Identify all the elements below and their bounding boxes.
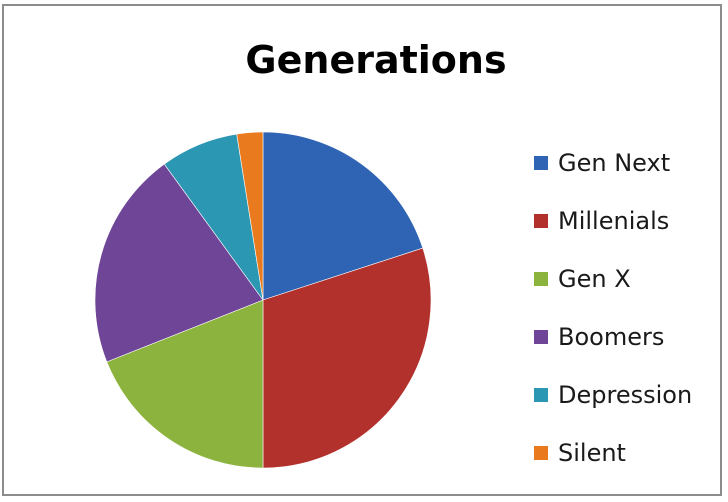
legend-item-silent: Silent [534, 424, 692, 482]
pie-slice-silent [236, 131, 264, 301]
legend-swatch [534, 330, 548, 344]
legend-swatch [534, 272, 548, 286]
legend-swatch [534, 156, 548, 170]
legend-label: Millenials [558, 207, 670, 235]
pie-slice-gen-next [262, 131, 424, 301]
legend-item-depression: Depression [534, 366, 692, 424]
chart-title: Generations [245, 38, 507, 82]
legend-item-millenials: Millenials [534, 192, 692, 250]
legend-item-boomers: Boomers [534, 308, 692, 366]
pie-slice-millenials [262, 247, 432, 469]
legend-label: Silent [558, 439, 626, 467]
legend-label: Boomers [558, 323, 665, 351]
pie-slice-gen-x [106, 299, 264, 469]
pie-slice-boomers [94, 163, 264, 363]
legend-swatch [534, 214, 548, 228]
legend-swatch [534, 388, 548, 402]
legend-label: Gen X [558, 265, 631, 293]
legend-item-gen-x: Gen X [534, 250, 692, 308]
legend-item-gen-next: Gen Next [534, 134, 692, 192]
legend-label: Gen Next [558, 149, 671, 177]
pie-slices [94, 131, 432, 469]
legend-label: Depression [558, 381, 693, 409]
legend-swatch [534, 446, 548, 460]
legend: Gen Next Millenials Gen X Boomers Depression… [534, 134, 692, 482]
